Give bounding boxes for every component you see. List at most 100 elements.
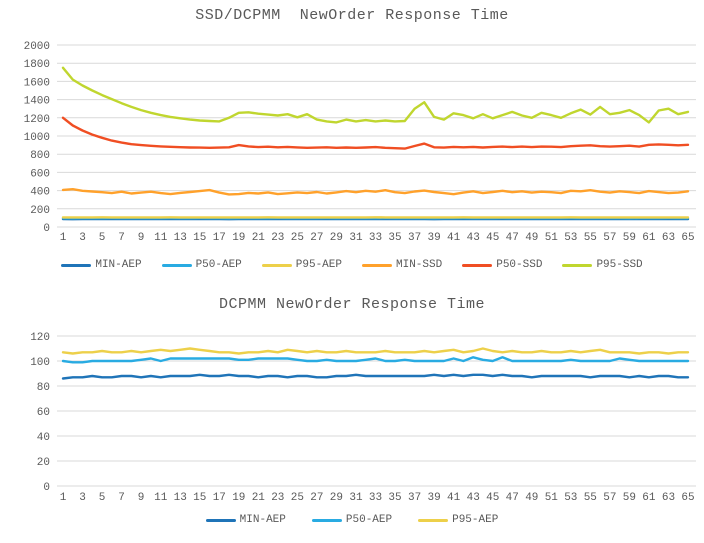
legend-swatch-p50-aep (311, 518, 342, 522)
legend-item-p50-ssd: P50-SSD (462, 259, 542, 271)
x-tick-label-31: 31 (349, 232, 363, 244)
x-tick-label-21: 21 (252, 492, 266, 504)
x-tick-label-63: 63 (662, 492, 675, 504)
x-tick-label-13: 13 (174, 232, 187, 244)
x-tick-label-39: 39 (427, 492, 440, 504)
x-tick-label-37: 37 (408, 232, 421, 244)
x-tick-label-9: 9 (138, 492, 145, 504)
x-tick-label-13: 13 (174, 492, 187, 504)
x-tick-label-65: 65 (681, 232, 694, 244)
x-tick-label-39: 39 (427, 232, 440, 244)
x-tick-label-37: 37 (408, 492, 421, 504)
x-tick-label-35: 35 (388, 492, 401, 504)
x-tick-label-11: 11 (154, 232, 168, 244)
legend-swatch-p95-aep (261, 263, 292, 267)
x-tick-label-51: 51 (545, 492, 559, 504)
x-tick-label-65: 65 (681, 492, 694, 504)
x-tick-label-45: 45 (486, 232, 499, 244)
x-tick-label-43: 43 (467, 492, 480, 504)
ssd-dcpmm-chart-legend: MIN-AEP P50-AEP P95-AEP MIN-SSD P50-SSD P95-S… (0, 259, 704, 271)
legend-item-min-aep: MIN-AEP (61, 259, 142, 271)
x-tick-label-45: 45 (486, 492, 499, 504)
ssd-dcpmm-chart-title: SSD/DCPMM NewOrder Response Time (195, 7, 509, 24)
y-tick-label-1200: 1200 (24, 114, 50, 126)
legend-swatch-min-ssd (362, 263, 392, 267)
x-tick-label-47: 47 (506, 232, 519, 244)
series-line-min-ssd (61, 187, 690, 196)
series-line-p50-ssd (61, 116, 690, 150)
legend-label-min-ssd: MIN-SSD (396, 259, 443, 271)
x-tick-label-17: 17 (213, 492, 226, 504)
x-tick-label-61: 61 (642, 232, 656, 244)
y-tick-label-1400: 1400 (24, 96, 50, 108)
legend-label-p95-aep: P95-AEP (452, 514, 499, 526)
x-tick-label-29: 29 (330, 232, 343, 244)
series-line-min-aep (61, 373, 690, 380)
x-tick-label-5: 5 (99, 232, 106, 244)
x-tick-label-9: 9 (138, 232, 145, 244)
series-line-p95-ssd (61, 66, 690, 124)
x-tick-label-21: 21 (252, 232, 266, 244)
x-tick-label-59: 59 (623, 492, 636, 504)
legend-swatch-p50-ssd (462, 263, 493, 267)
x-tick-label-33: 33 (369, 232, 382, 244)
x-tick-label-41: 41 (447, 232, 461, 244)
y-tick-label-80: 80 (37, 382, 50, 394)
x-tick-label-57: 57 (603, 232, 616, 244)
legend-item-p50-aep: P50-AEP (161, 259, 242, 271)
x-tick-label-29: 29 (330, 492, 343, 504)
x-tick-label-3: 3 (79, 232, 86, 244)
legend-label-p50-aep: P50-AEP (345, 514, 393, 526)
legend-item-min-ssd: MIN-SSD (362, 259, 442, 271)
dcpmm-chart-legend: MIN-AEP P50-AEP P95-AEP (0, 514, 704, 526)
legend-swatch-p95-ssd (562, 263, 593, 267)
x-tick-label-49: 49 (525, 492, 538, 504)
x-tick-label-33: 33 (369, 492, 382, 504)
x-tick-label-43: 43 (467, 232, 480, 244)
x-tick-label-61: 61 (642, 492, 656, 504)
x-tick-label-55: 55 (584, 492, 597, 504)
y-tick-label-1600: 1600 (24, 77, 50, 89)
legend-label-min-aep: MIN-AEP (239, 514, 286, 526)
x-tick-label-55: 55 (584, 232, 597, 244)
x-tick-label-1: 1 (60, 492, 67, 504)
legend-label-p95-ssd: P95-SSD (596, 259, 643, 271)
x-tick-label-25: 25 (291, 492, 304, 504)
x-tick-label-11: 11 (154, 492, 168, 504)
y-tick-label-100: 100 (30, 357, 50, 369)
x-tick-label-27: 27 (310, 232, 323, 244)
legend-label-min-aep: MIN-AEP (95, 259, 142, 271)
y-tick-label-200: 200 (30, 205, 50, 217)
dcpmm-chart-title: DCPMM NewOrder Response Time (218, 296, 486, 313)
x-tick-label-63: 63 (662, 232, 675, 244)
x-tick-label-5: 5 (99, 492, 106, 504)
y-tick-label-0: 0 (43, 482, 50, 494)
x-tick-label-19: 19 (232, 492, 245, 504)
x-tick-label-53: 53 (564, 492, 577, 504)
y-tick-label-20: 20 (37, 457, 50, 469)
x-tick-label-53: 53 (564, 232, 577, 244)
legend-item-p95-aep: P95-AEP (418, 514, 498, 526)
legend-item-p50-aep: P50-AEP (311, 514, 393, 526)
x-tick-label-35: 35 (388, 232, 401, 244)
legend-swatch-min-aep (205, 518, 236, 522)
legend-label-p50-ssd: P50-SSD (496, 259, 543, 271)
legend-item-p95-ssd: P95-SSD (562, 259, 643, 271)
x-tick-label-41: 41 (447, 492, 461, 504)
y-tick-label-400: 400 (30, 187, 50, 199)
legend-swatch-p50-aep (161, 263, 192, 267)
x-tick-label-27: 27 (310, 492, 323, 504)
legend-label-p95-aep: P95-AEP (295, 259, 342, 271)
x-tick-label-23: 23 (271, 232, 284, 244)
x-tick-label-31: 31 (349, 492, 363, 504)
x-tick-label-15: 15 (193, 232, 206, 244)
x-tick-label-47: 47 (506, 492, 519, 504)
y-tick-label-1000: 1000 (24, 132, 50, 144)
y-tick-label-600: 600 (30, 168, 50, 180)
x-tick-label-57: 57 (603, 492, 616, 504)
x-tick-label-17: 17 (213, 232, 226, 244)
y-tick-label-40: 40 (37, 432, 50, 444)
